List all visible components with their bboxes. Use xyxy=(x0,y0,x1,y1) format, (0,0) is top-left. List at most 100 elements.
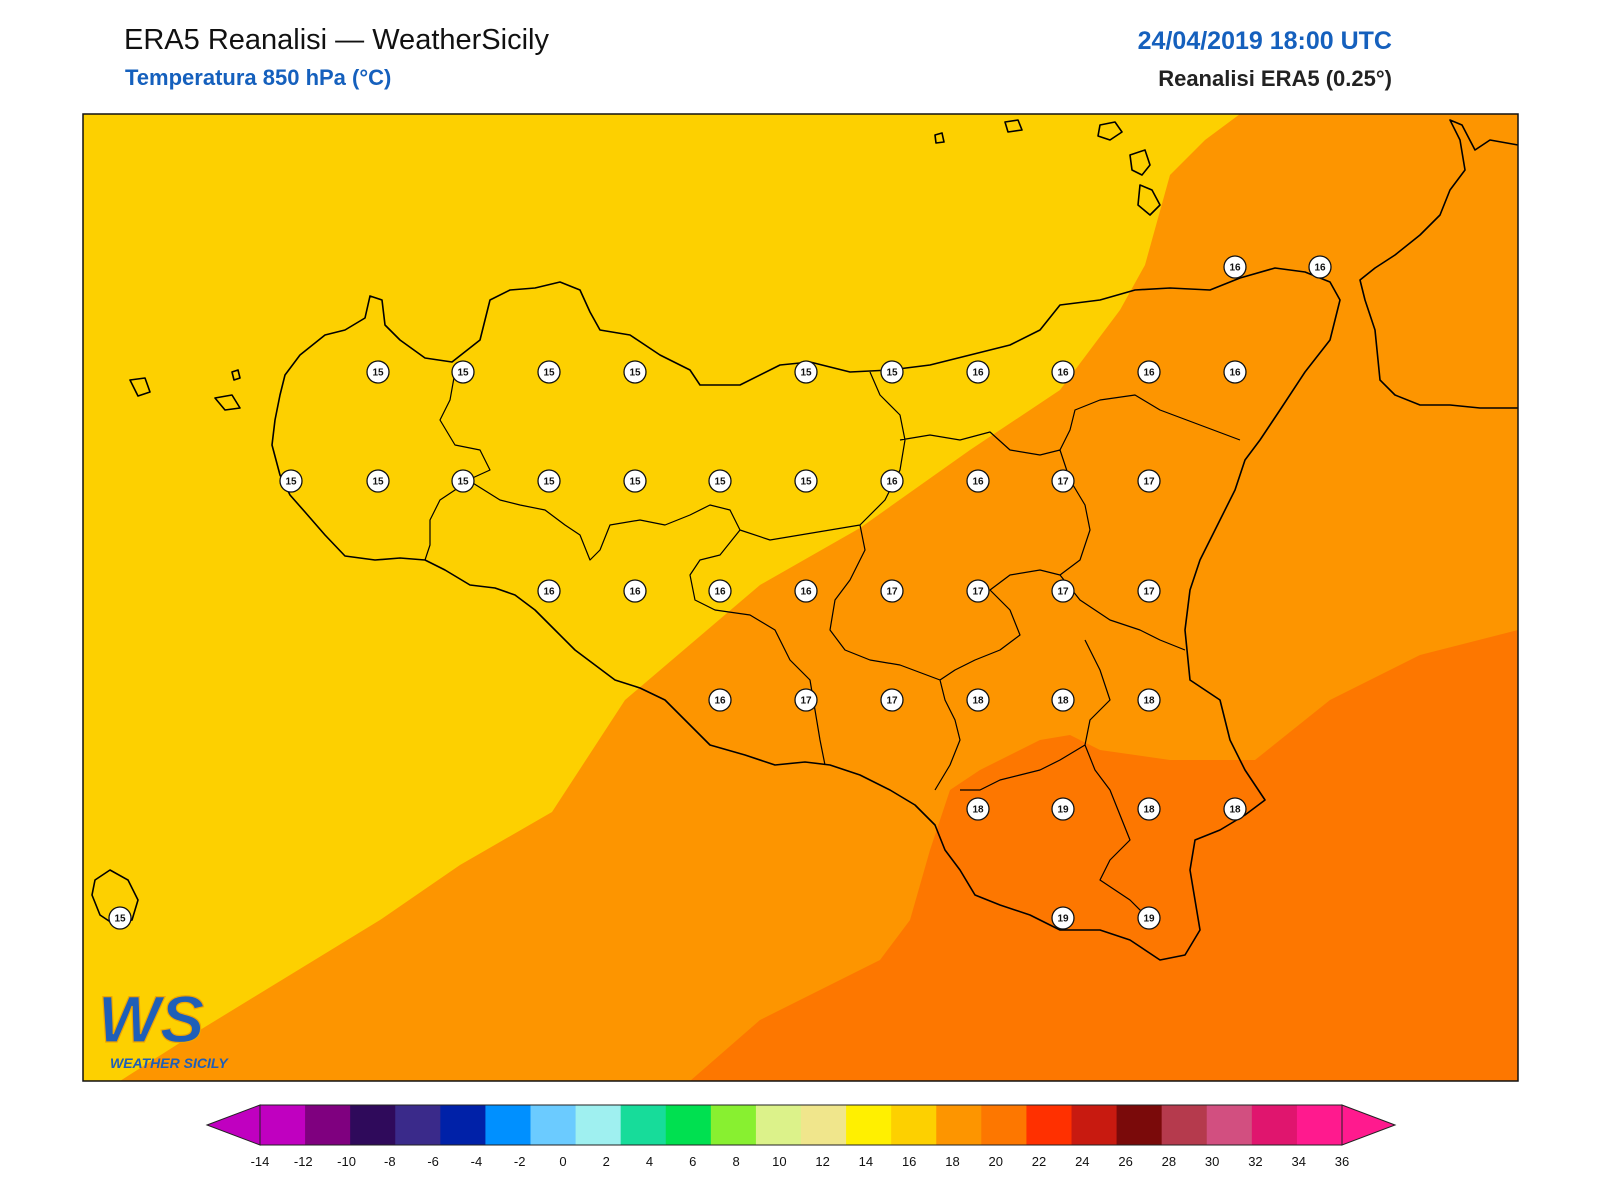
station-marker: 16 xyxy=(1223,360,1247,384)
station-circle xyxy=(1308,255,1332,279)
colorbar-tick-label: -12 xyxy=(294,1154,313,1169)
station-marker: 16 xyxy=(537,579,561,603)
station-circle xyxy=(794,469,818,493)
colorbar-tick-label: 14 xyxy=(859,1154,873,1169)
colorbar-cell xyxy=(936,1105,982,1145)
station-marker: 16 xyxy=(708,688,732,712)
station-value: 17 xyxy=(800,696,812,707)
station-circle xyxy=(1137,906,1161,930)
colorbar-tick-label: -4 xyxy=(471,1154,483,1169)
station-marker: 16 xyxy=(880,469,904,493)
station-value: 17 xyxy=(1143,477,1155,488)
colorbar-cell xyxy=(305,1105,351,1145)
station-circle xyxy=(1051,579,1075,603)
station-marker: 18 xyxy=(966,797,990,821)
station-value: 17 xyxy=(1057,477,1069,488)
station-marker: 18 xyxy=(966,688,990,712)
station-marker: 15 xyxy=(451,469,475,493)
colorbar-cell xyxy=(891,1105,937,1145)
station-value: 16 xyxy=(1057,368,1069,379)
station-value: 18 xyxy=(972,805,984,816)
station-circle xyxy=(366,360,390,384)
station-marker: 15 xyxy=(623,360,647,384)
station-value: 16 xyxy=(629,587,641,598)
station-circle xyxy=(1137,688,1161,712)
map-subtitle: Temperatura 850 hPa (°C) xyxy=(125,65,392,90)
province-boundaries xyxy=(424,371,1241,921)
station-circle xyxy=(279,469,303,493)
station-circle xyxy=(537,360,561,384)
station-marker: 15 xyxy=(366,469,390,493)
station-value: 18 xyxy=(1229,805,1241,816)
colorbar-cell xyxy=(846,1105,892,1145)
station-circle xyxy=(451,469,475,493)
colorbar-cell xyxy=(1206,1105,1253,1145)
colorbar-cell xyxy=(755,1105,802,1145)
map-title: ERA5 Reanalisi — WeatherSicily xyxy=(124,24,549,56)
station-value: 15 xyxy=(800,368,812,379)
colorbar-cell xyxy=(350,1105,396,1145)
station-circle xyxy=(1137,469,1161,493)
station-value: 15 xyxy=(457,368,469,379)
colorbar-cell xyxy=(260,1105,306,1145)
colorbar-cell xyxy=(395,1105,441,1145)
colorbar-cell xyxy=(1071,1105,1118,1145)
colorbar-tick-label: 10 xyxy=(772,1154,786,1169)
station-marker: 15 xyxy=(537,469,561,493)
station-marker: 15 xyxy=(880,360,904,384)
colorbar-cell xyxy=(710,1105,757,1145)
sicily-coastline xyxy=(271,267,1341,961)
colorbar-tick-label: 16 xyxy=(902,1154,916,1169)
station-circle xyxy=(108,906,132,930)
colorbar-tick-label: 28 xyxy=(1162,1154,1176,1169)
station-circle xyxy=(1137,579,1161,603)
station-circle xyxy=(880,469,904,493)
station-marker: 17 xyxy=(1051,579,1075,603)
station-marker: 17 xyxy=(1051,469,1075,493)
valid-datetime: 24/04/2019 18:00 UTC xyxy=(1137,27,1392,55)
temp-zone-18-20 xyxy=(690,630,1518,1081)
colorbar-tick-label: -8 xyxy=(384,1154,396,1169)
map-frame xyxy=(82,113,1519,1082)
station-circle xyxy=(623,579,647,603)
aeolian-islands xyxy=(934,119,1161,216)
station-circle xyxy=(966,360,990,384)
colorbar-cell xyxy=(1251,1105,1298,1145)
station-marker: 16 xyxy=(1137,360,1161,384)
station-circle xyxy=(366,469,390,493)
station-marker: 18 xyxy=(1051,688,1075,712)
station-marker: 19 xyxy=(1137,906,1161,930)
station-value: 15 xyxy=(543,477,555,488)
colorbar-tick-label: -10 xyxy=(337,1154,356,1169)
station-marker: 16 xyxy=(966,469,990,493)
colorbar-cell xyxy=(665,1105,712,1145)
station-circle xyxy=(1223,797,1247,821)
station-circle xyxy=(708,469,732,493)
station-value: 15 xyxy=(543,368,555,379)
station-value: 17 xyxy=(1057,587,1069,598)
egadi-islands xyxy=(129,369,241,411)
colorbar-cell xyxy=(1116,1105,1163,1145)
colorbar-tick-label: 26 xyxy=(1118,1154,1132,1169)
station-marker: 17 xyxy=(880,579,904,603)
station-marker: 15 xyxy=(537,360,561,384)
colorbar-tick-label: -6 xyxy=(427,1154,439,1169)
station-value: 16 xyxy=(1143,368,1155,379)
station-marker: 16 xyxy=(623,579,647,603)
station-circle xyxy=(1051,906,1075,930)
station-marker: 16 xyxy=(966,360,990,384)
station-value: 15 xyxy=(457,477,469,488)
station-marker: 18 xyxy=(1223,797,1247,821)
station-circle xyxy=(794,579,818,603)
calabria-coastline xyxy=(1359,119,1519,409)
station-value: 16 xyxy=(800,587,812,598)
station-value: 15 xyxy=(114,914,126,925)
station-value: 15 xyxy=(629,368,641,379)
station-marker: 17 xyxy=(966,579,990,603)
colorbar-tick-label: 12 xyxy=(815,1154,829,1169)
station-value: 15 xyxy=(372,477,384,488)
station-marker: 15 xyxy=(794,360,818,384)
colorbar-tick-label: 24 xyxy=(1075,1154,1089,1169)
logo-mark: WS xyxy=(98,982,204,1056)
